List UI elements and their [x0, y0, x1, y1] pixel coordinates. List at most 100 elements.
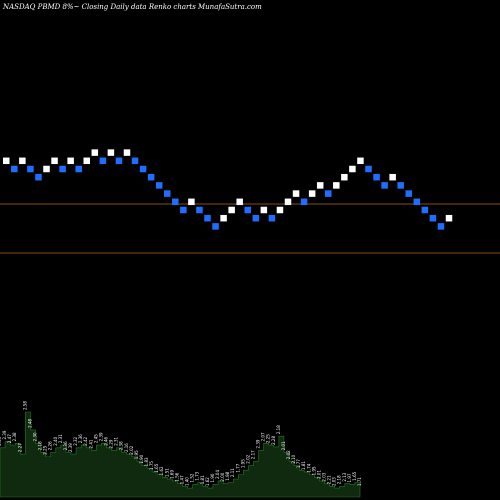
renko-brick-52 — [413, 198, 421, 206]
renko-brick-48 — [381, 182, 388, 189]
volume-label-19: 2.41 — [88, 439, 93, 448]
volume-label-44: 2.04 — [215, 470, 220, 479]
volume-label-43: 1.90 — [210, 473, 215, 482]
volume-label-31: 1.75 — [149, 461, 154, 470]
volume-label-33: 1.62 — [159, 466, 164, 475]
renko-brick-27 — [212, 223, 219, 230]
renko-brick-6 — [43, 165, 50, 173]
renko-brick-34 — [268, 214, 276, 222]
volume-label-17: 2.36 — [78, 434, 83, 443]
volume-label-8: 2.30 — [32, 432, 37, 441]
volume-label-58: 2.02 — [286, 450, 291, 459]
volume-label-55: 2.28 — [271, 436, 276, 445]
renko-brick-28 — [220, 214, 227, 222]
volume-label-67: 2.03 — [332, 477, 337, 486]
volume-label-72: 1.71 — [357, 477, 362, 486]
volume-label-11: 2.26 — [48, 441, 53, 450]
volume-label-52: 2.39 — [256, 439, 261, 448]
volume-label-18: 2.42 — [83, 436, 88, 445]
renko-brick-41 — [325, 190, 332, 197]
volume-label-56: 2.18 — [276, 425, 281, 434]
volume-label-66: 2.21 — [327, 475, 332, 484]
volume-label-60: 1.77 — [296, 459, 301, 468]
renko-brick-39 — [308, 190, 316, 197]
renko-brick-2 — [11, 165, 18, 173]
renko-brick-51 — [405, 190, 412, 197]
volume-label-49: 1.95 — [240, 459, 245, 468]
volume-label-71: 1.65 — [352, 471, 357, 480]
volume-label-1: 2.35 — [0, 436, 2, 445]
volume-label-45: 2.00 — [220, 472, 225, 481]
volume-label-23: 2.29 — [109, 439, 114, 448]
renko-brick-26 — [204, 214, 211, 222]
volume-label-39: 1.52 — [190, 473, 195, 482]
volume-label-26: 2.16 — [124, 443, 129, 452]
volume-label-29: 1.90 — [139, 454, 144, 463]
volume-label-47: 2.11 — [230, 468, 235, 477]
volume-label-15: 2.39 — [68, 443, 73, 452]
volume-labels: 2.352.39 2.47 2.382.272.582.482.302.182.25… — [0, 401, 362, 486]
renko-brick-38 — [300, 198, 308, 206]
volume-label-27: 2.02 — [129, 445, 134, 454]
renko-brick-7 — [51, 157, 58, 165]
renko-bricks — [3, 149, 453, 230]
renko-brick-56 — [445, 214, 453, 222]
renko-brick-53 — [421, 206, 429, 214]
renko-brick-3 — [19, 157, 26, 165]
volume-label-42: 1.62 — [205, 477, 210, 486]
volume-label-68: 2.18 — [337, 475, 342, 484]
volume-label-35: 1.69 — [169, 470, 174, 479]
volume-label-69: 2.13 — [342, 472, 347, 481]
renko-brick-19 — [147, 173, 155, 181]
volume-label-30: 1.83 — [144, 457, 149, 466]
renko-brick-37 — [292, 190, 300, 197]
renko-brick-24 — [188, 198, 195, 206]
volume-label-40: 1.73 — [195, 471, 200, 480]
renko-brick-36 — [284, 198, 292, 206]
renko-brick-9 — [67, 157, 74, 165]
volume-label-4: 2.38 — [12, 432, 17, 441]
renko-brick-1 — [3, 157, 10, 165]
volume-label-70: 1.97 — [347, 473, 352, 482]
renko-brick-22 — [172, 198, 179, 206]
renko-brick-21 — [164, 190, 171, 197]
renko-brick-25 — [196, 206, 203, 214]
volume-label-6: 2.58 — [22, 401, 27, 410]
renko-brick-42 — [333, 182, 340, 189]
renko-brick-50 — [397, 182, 404, 189]
volume-area-path — [0, 411, 361, 498]
renko-brick-43 — [341, 173, 348, 181]
volume-label-12: 2.40 — [53, 436, 58, 445]
renko-brick-10 — [75, 165, 82, 173]
renko-brick-4 — [27, 165, 34, 173]
volume-label-54: 2.25 — [266, 434, 271, 443]
renko-brick-55 — [437, 223, 445, 230]
volume-label-21: 2.39 — [98, 432, 103, 441]
volume-label-51: 2.17 — [251, 450, 256, 459]
renko-brick-12 — [91, 149, 99, 156]
volume-label-37: 1.47 — [180, 475, 185, 484]
volume-label-36: 1.56 — [174, 472, 179, 481]
volume-label-62: 1.74 — [306, 463, 311, 472]
volume-label-3: 2.47 — [7, 434, 12, 443]
renko-brick-45 — [357, 157, 364, 165]
renko-brick-30 — [236, 198, 243, 206]
volume-label-61: 1.81 — [301, 461, 306, 470]
volume-label-59: 2.10 — [291, 454, 296, 463]
volume-label-16: 2.32 — [73, 436, 78, 445]
volume-label-53: 2.07 — [261, 432, 266, 441]
volume-label-38: 1.40 — [185, 477, 190, 486]
volume-label-50: 2.02 — [245, 454, 250, 463]
volume-label-32: 1.65 — [154, 463, 159, 472]
renko-brick-46 — [365, 165, 372, 173]
volume-label-34: 1.51 — [164, 468, 169, 477]
renko-brick-13 — [99, 157, 107, 165]
renko-brick-20 — [155, 182, 163, 189]
volume-label-20: 2.45 — [93, 434, 98, 443]
volume-label-48: 1.77 — [235, 463, 240, 472]
volume-label-57: 2.01 — [281, 441, 286, 450]
volume-label-41: 1.81 — [200, 475, 205, 484]
volume-label-7: 2.48 — [27, 419, 32, 428]
volume-label-63: 1.95 — [311, 466, 316, 475]
volume-label-10: 2.25 — [43, 445, 48, 454]
